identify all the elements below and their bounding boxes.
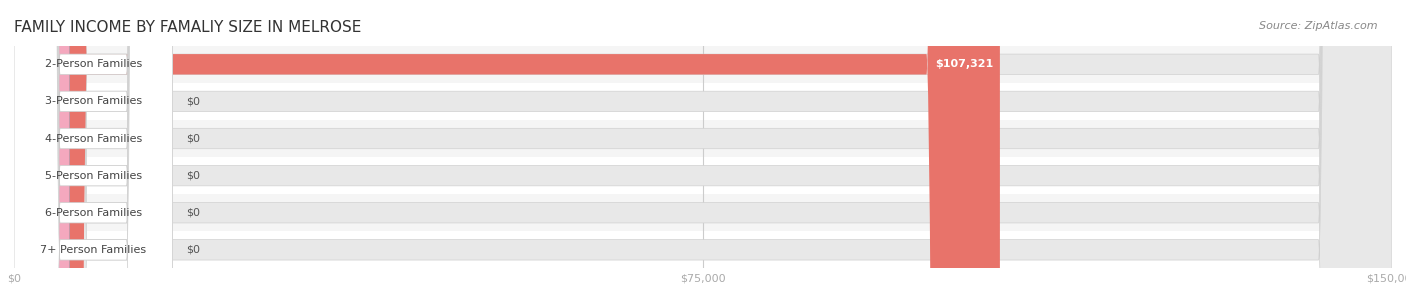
FancyBboxPatch shape (14, 0, 1392, 305)
Text: 6-Person Families: 6-Person Families (45, 208, 142, 218)
FancyBboxPatch shape (14, 0, 1392, 305)
FancyBboxPatch shape (14, 0, 173, 305)
Text: 4-Person Families: 4-Person Families (45, 134, 142, 144)
FancyBboxPatch shape (14, 0, 1392, 305)
FancyBboxPatch shape (14, 0, 69, 305)
FancyBboxPatch shape (14, 0, 1000, 305)
FancyBboxPatch shape (14, 0, 173, 305)
FancyBboxPatch shape (14, 0, 1392, 305)
FancyBboxPatch shape (14, 0, 1392, 305)
Text: $0: $0 (186, 208, 200, 218)
FancyBboxPatch shape (14, 0, 69, 305)
Text: $107,321: $107,321 (935, 59, 993, 69)
FancyBboxPatch shape (14, 0, 69, 305)
Bar (14, 46, 1392, 83)
FancyBboxPatch shape (14, 0, 69, 305)
Text: 7+ Person Families: 7+ Person Families (41, 245, 146, 255)
Bar (14, 194, 1392, 231)
Text: $0: $0 (186, 134, 200, 144)
FancyBboxPatch shape (14, 0, 69, 305)
Text: $0: $0 (186, 170, 200, 181)
FancyBboxPatch shape (14, 0, 1392, 305)
Bar (14, 83, 1392, 120)
Text: 2-Person Families: 2-Person Families (45, 59, 142, 69)
FancyBboxPatch shape (14, 0, 173, 305)
Text: $0: $0 (186, 245, 200, 255)
Bar (14, 120, 1392, 157)
Text: $0: $0 (186, 96, 200, 106)
Text: 3-Person Families: 3-Person Families (45, 96, 142, 106)
FancyBboxPatch shape (14, 0, 173, 305)
Text: FAMILY INCOME BY FAMALIY SIZE IN MELROSE: FAMILY INCOME BY FAMALIY SIZE IN MELROSE (14, 20, 361, 35)
Text: 5-Person Families: 5-Person Families (45, 170, 142, 181)
FancyBboxPatch shape (14, 0, 173, 305)
FancyBboxPatch shape (14, 0, 173, 305)
Text: Source: ZipAtlas.com: Source: ZipAtlas.com (1260, 21, 1378, 31)
Bar (14, 157, 1392, 194)
Bar (14, 231, 1392, 268)
